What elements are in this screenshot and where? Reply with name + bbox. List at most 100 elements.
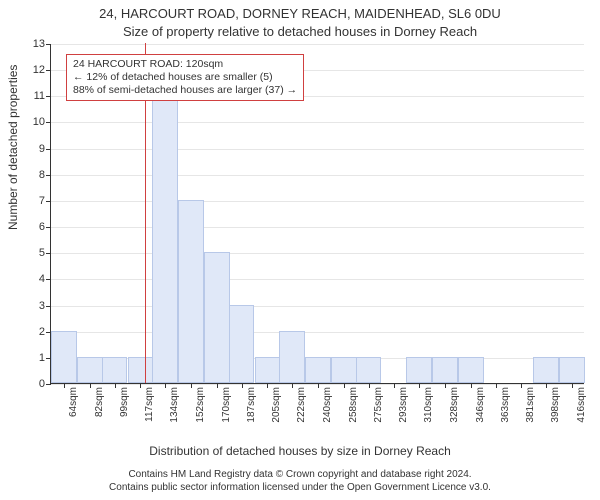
ytick-mark xyxy=(46,122,51,123)
gridline-h xyxy=(51,279,584,280)
histogram-bar xyxy=(432,357,457,383)
xtick-mark xyxy=(64,383,65,388)
title-line-1: 24, HARCOURT ROAD, DORNEY REACH, MAIDENH… xyxy=(0,6,600,21)
gridline-h xyxy=(51,149,584,150)
annotation-line: ← 12% of detached houses are smaller (5) xyxy=(73,71,297,84)
xtick-label: 310sqm xyxy=(423,387,434,423)
ytick-mark xyxy=(46,253,51,254)
xtick-label: 363sqm xyxy=(500,387,511,423)
xtick-mark xyxy=(292,383,293,388)
annotation-box: 24 HARCOURT ROAD: 120sqm← 12% of detache… xyxy=(66,54,304,101)
ytick-mark xyxy=(46,279,51,280)
ytick-mark xyxy=(46,44,51,45)
xtick-label: 152sqm xyxy=(195,387,206,423)
xtick-mark xyxy=(496,383,497,388)
annotation-line: 88% of semi-detached houses are larger (… xyxy=(73,84,297,97)
ytick-label: 1 xyxy=(39,352,45,364)
histogram-bar xyxy=(77,357,102,383)
xtick-mark xyxy=(191,383,192,388)
xtick-mark xyxy=(521,383,522,388)
xtick-label: 328sqm xyxy=(449,387,460,423)
xtick-label: 416sqm xyxy=(576,387,587,423)
ytick-mark xyxy=(46,70,51,71)
ytick-label: 11 xyxy=(34,90,45,102)
ytick-mark xyxy=(46,227,51,228)
xtick-mark xyxy=(242,383,243,388)
xtick-label: 275sqm xyxy=(373,387,384,423)
histogram-bar xyxy=(533,357,558,383)
xtick-mark xyxy=(369,383,370,388)
ytick-mark xyxy=(46,175,51,176)
ytick-label: 0 xyxy=(39,378,45,390)
ytick-mark xyxy=(46,149,51,150)
xtick-mark xyxy=(471,383,472,388)
histogram-bar xyxy=(102,357,127,383)
ytick-mark xyxy=(46,201,51,202)
xtick-mark xyxy=(344,383,345,388)
ytick-mark xyxy=(46,306,51,307)
histogram-bar xyxy=(255,357,280,383)
xtick-mark xyxy=(394,383,395,388)
histogram-bar xyxy=(331,357,356,383)
ytick-label: 2 xyxy=(39,326,45,338)
ytick-label: 13 xyxy=(33,38,45,50)
title-line-2: Size of property relative to detached ho… xyxy=(0,24,600,39)
xtick-label: 381sqm xyxy=(525,387,536,423)
chart-plot-area: 01234567891011121364sqm82sqm99sqm117sqm1… xyxy=(50,44,584,384)
xtick-label: 64sqm xyxy=(68,387,79,417)
xtick-mark xyxy=(115,383,116,388)
histogram-bar xyxy=(279,331,304,383)
xtick-mark xyxy=(165,383,166,388)
ytick-mark xyxy=(46,332,51,333)
xtick-mark xyxy=(419,383,420,388)
histogram-bar xyxy=(178,200,203,383)
xtick-label: 117sqm xyxy=(144,387,155,422)
gridline-h xyxy=(51,227,584,228)
ytick-label: 6 xyxy=(39,221,45,233)
xtick-label: 222sqm xyxy=(296,387,307,423)
xtick-mark xyxy=(546,383,547,388)
xtick-label: 258sqm xyxy=(348,387,359,423)
ytick-label: 3 xyxy=(39,300,45,312)
histogram-bar xyxy=(128,357,153,383)
ytick-label: 7 xyxy=(39,195,45,207)
ytick-label: 4 xyxy=(39,273,45,285)
xtick-label: 293sqm xyxy=(398,387,409,423)
histogram-bar xyxy=(458,357,483,383)
x-axis-label: Distribution of detached houses by size … xyxy=(0,444,600,458)
ytick-mark xyxy=(46,96,51,97)
gridline-h xyxy=(51,122,584,123)
histogram-bar xyxy=(356,357,381,383)
ytick-mark xyxy=(46,358,51,359)
y-axis-label: Number of detached properties xyxy=(6,65,20,230)
histogram-bar xyxy=(204,252,229,383)
xtick-mark xyxy=(217,383,218,388)
ytick-label: 8 xyxy=(39,169,45,181)
xtick-mark xyxy=(445,383,446,388)
xtick-mark xyxy=(140,383,141,388)
histogram-bar xyxy=(152,95,177,383)
ytick-label: 5 xyxy=(39,247,45,259)
ytick-label: 12 xyxy=(33,64,45,76)
xtick-label: 205sqm xyxy=(271,387,282,423)
xtick-label: 99sqm xyxy=(119,387,130,417)
ytick-label: 10 xyxy=(33,116,45,128)
xtick-label: 346sqm xyxy=(475,387,486,423)
xtick-mark xyxy=(318,383,319,388)
ytick-mark xyxy=(46,384,51,385)
histogram-bar xyxy=(559,357,584,383)
xtick-mark xyxy=(267,383,268,388)
xtick-mark xyxy=(90,383,91,388)
credit-line-2: Contains public sector information licen… xyxy=(0,481,600,494)
credits-block: Contains HM Land Registry data © Crown c… xyxy=(0,468,600,494)
gridline-h xyxy=(51,253,584,254)
xtick-mark xyxy=(572,383,573,388)
histogram-bar xyxy=(305,357,330,383)
gridline-h xyxy=(51,201,584,202)
xtick-label: 134sqm xyxy=(169,387,180,423)
xtick-label: 398sqm xyxy=(550,387,561,423)
xtick-label: 170sqm xyxy=(221,387,232,423)
annotation-line: 24 HARCOURT ROAD: 120sqm xyxy=(73,58,297,71)
gridline-h xyxy=(51,175,584,176)
histogram-bar xyxy=(229,305,254,383)
